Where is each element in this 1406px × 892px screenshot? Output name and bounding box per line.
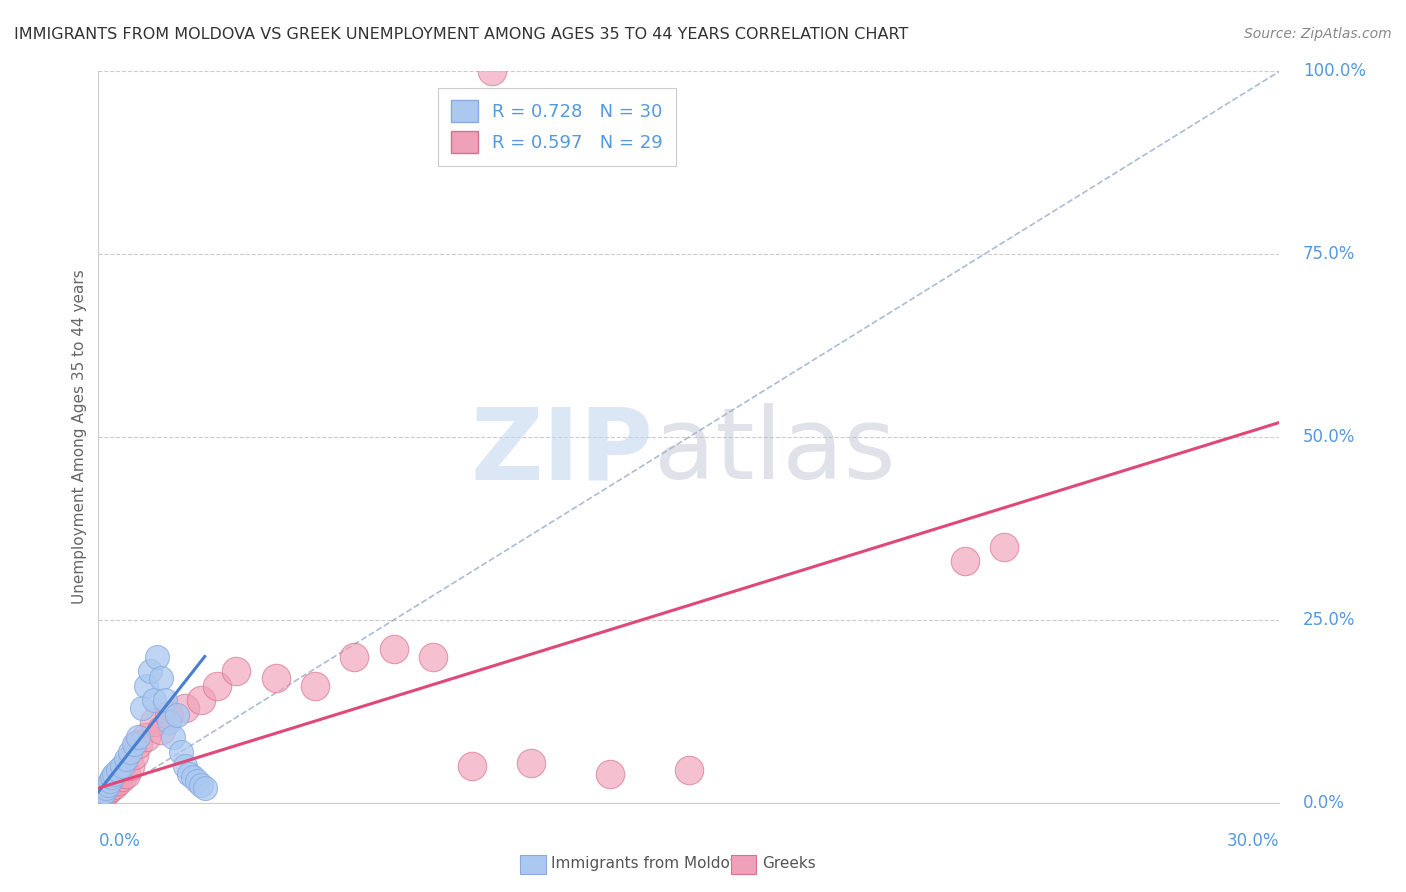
Point bbox=[98, 773, 121, 788]
Point bbox=[190, 777, 212, 792]
Text: 25.0%: 25.0% bbox=[1303, 611, 1355, 629]
Point bbox=[157, 715, 180, 730]
Point bbox=[481, 64, 503, 78]
Point bbox=[127, 737, 149, 751]
Point bbox=[177, 766, 200, 780]
Point bbox=[599, 766, 621, 780]
Point bbox=[115, 766, 138, 780]
Point bbox=[205, 679, 228, 693]
Point bbox=[382, 642, 405, 657]
Point bbox=[142, 693, 165, 707]
Point bbox=[96, 781, 118, 796]
Point bbox=[135, 730, 157, 744]
Point bbox=[103, 777, 125, 792]
Point bbox=[155, 693, 177, 707]
Point bbox=[150, 672, 173, 686]
Text: Immigrants from Moldova: Immigrants from Moldova bbox=[551, 856, 748, 871]
Point bbox=[343, 649, 366, 664]
Point bbox=[225, 664, 247, 678]
Text: 75.0%: 75.0% bbox=[1303, 245, 1355, 263]
Point bbox=[111, 770, 134, 784]
Point bbox=[118, 759, 141, 773]
Text: 50.0%: 50.0% bbox=[1303, 428, 1355, 446]
Text: Greeks: Greeks bbox=[762, 856, 815, 871]
Point bbox=[157, 708, 180, 723]
Point bbox=[111, 759, 134, 773]
Text: ZIP: ZIP bbox=[471, 403, 654, 500]
Point bbox=[93, 785, 115, 799]
Point bbox=[103, 766, 125, 780]
Point bbox=[166, 708, 188, 723]
Point bbox=[96, 785, 118, 799]
Point bbox=[122, 748, 145, 763]
Point bbox=[91, 789, 114, 803]
Point bbox=[122, 737, 145, 751]
Point bbox=[91, 789, 114, 803]
Text: atlas: atlas bbox=[654, 403, 896, 500]
Text: 30.0%: 30.0% bbox=[1227, 832, 1279, 850]
Y-axis label: Unemployment Among Ages 35 to 44 years: Unemployment Among Ages 35 to 44 years bbox=[72, 269, 87, 605]
Point bbox=[115, 752, 138, 766]
Point bbox=[461, 759, 484, 773]
Point bbox=[162, 730, 184, 744]
Point bbox=[150, 723, 173, 737]
Point bbox=[135, 679, 157, 693]
Text: 100.0%: 100.0% bbox=[1303, 62, 1367, 80]
Point bbox=[993, 540, 1015, 554]
Text: Source: ZipAtlas.com: Source: ZipAtlas.com bbox=[1244, 27, 1392, 41]
Text: 0.0%: 0.0% bbox=[98, 832, 141, 850]
Point bbox=[520, 756, 543, 770]
Point bbox=[138, 664, 160, 678]
Point bbox=[953, 554, 976, 568]
Point bbox=[174, 700, 197, 714]
Point bbox=[422, 649, 444, 664]
Point bbox=[97, 777, 120, 792]
Point bbox=[264, 672, 287, 686]
Legend: R = 0.728   N = 30, R = 0.597   N = 29: R = 0.728 N = 30, R = 0.597 N = 29 bbox=[439, 87, 676, 166]
Point bbox=[101, 770, 124, 784]
Point bbox=[98, 781, 121, 796]
Text: 0.0%: 0.0% bbox=[1303, 794, 1346, 812]
Point bbox=[194, 781, 217, 796]
Point bbox=[678, 763, 700, 777]
Text: IMMIGRANTS FROM MOLDOVA VS GREEK UNEMPLOYMENT AMONG AGES 35 TO 44 YEARS CORRELAT: IMMIGRANTS FROM MOLDOVA VS GREEK UNEMPLO… bbox=[14, 27, 908, 42]
Point bbox=[186, 773, 208, 788]
Point bbox=[142, 715, 165, 730]
Point bbox=[181, 770, 204, 784]
Point bbox=[304, 679, 326, 693]
Point bbox=[174, 759, 197, 773]
Point bbox=[146, 649, 169, 664]
Point bbox=[170, 745, 193, 759]
Point bbox=[118, 745, 141, 759]
Point bbox=[107, 773, 129, 788]
Point bbox=[127, 730, 149, 744]
Point bbox=[107, 763, 129, 777]
Point bbox=[131, 700, 153, 714]
Point bbox=[190, 693, 212, 707]
